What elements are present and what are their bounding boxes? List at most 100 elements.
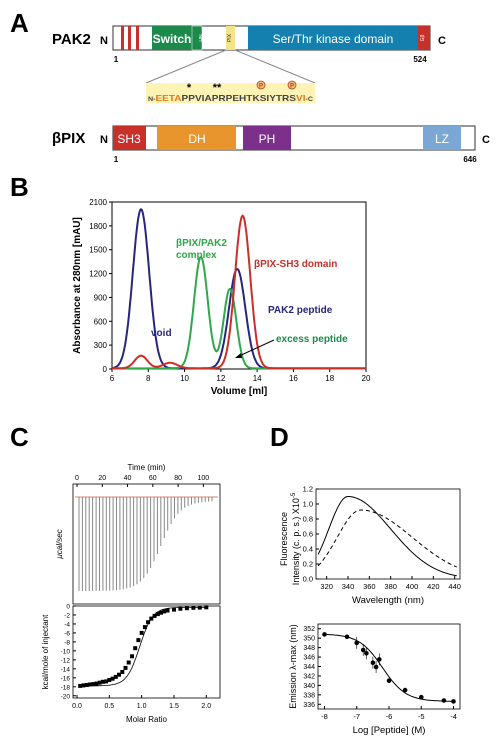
data-point bbox=[78, 683, 83, 688]
data-point bbox=[117, 672, 121, 677]
pak2-gb-label: Gβ bbox=[420, 34, 426, 41]
data-point bbox=[146, 620, 151, 625]
x-tick-label: 1.5 bbox=[169, 703, 179, 710]
y-tick-label: 2100 bbox=[89, 198, 107, 207]
top-tick-label: 60 bbox=[149, 475, 157, 482]
y-tick-label: 1500 bbox=[89, 246, 107, 255]
y-tick-label: 1200 bbox=[89, 270, 107, 279]
y-tick-label: 342 bbox=[303, 673, 315, 680]
excess-arrow-line bbox=[236, 339, 275, 358]
y-tick-label: 0 bbox=[103, 365, 108, 374]
data-point bbox=[155, 612, 160, 617]
y-tick-label: 348 bbox=[303, 645, 315, 652]
y-tick-label: -18 bbox=[61, 684, 71, 691]
phospho-marker-2 bbox=[287, 80, 297, 90]
data-point bbox=[165, 608, 170, 613]
data-point bbox=[451, 699, 456, 704]
data-point bbox=[419, 694, 424, 700]
phospho-marker-1 bbox=[256, 80, 266, 90]
data-point bbox=[184, 606, 189, 611]
x-tick-label: 440 bbox=[448, 582, 461, 591]
data-point bbox=[133, 646, 138, 651]
injection-peaks bbox=[78, 497, 213, 591]
annotation-complex-2: complex bbox=[176, 250, 217, 261]
y-tick-label: -2 bbox=[64, 612, 70, 619]
top-tick-label: 80 bbox=[174, 475, 182, 482]
y-axis-label: Absorbance at 280nm [mAU] bbox=[72, 217, 83, 354]
y-tick-label: -6 bbox=[64, 630, 70, 637]
phospho-label-1: P bbox=[259, 84, 263, 90]
series-line bbox=[112, 214, 366, 370]
y-axis-label: Emission λ-max (nm) bbox=[288, 624, 298, 709]
peptide-n: N- bbox=[148, 97, 155, 103]
x-tick-label: -4 bbox=[450, 712, 457, 721]
pak2-stripe-1 bbox=[121, 26, 124, 50]
x-axis-label: Volume [ml] bbox=[211, 386, 267, 397]
x-tick-label: 320 bbox=[320, 582, 333, 591]
pak2-kinase-domain bbox=[248, 26, 418, 50]
pak2-switch-domain bbox=[152, 26, 192, 50]
peptide-c: -C bbox=[306, 97, 314, 103]
data-point bbox=[159, 610, 163, 615]
bpix-lz-domain bbox=[423, 126, 461, 150]
plot-frame bbox=[317, 623, 461, 710]
pak2-switch-label: Switch bbox=[153, 32, 192, 46]
data-point bbox=[97, 680, 102, 685]
bpix-lz-label: LZ bbox=[435, 132, 449, 146]
data-point bbox=[110, 676, 115, 681]
excess-arrow-head bbox=[235, 353, 242, 358]
y-axis-label: Fluorescence bbox=[279, 512, 289, 566]
top-tick-label: 40 bbox=[124, 475, 132, 482]
panel-label-a: A bbox=[10, 8, 29, 38]
annotation-excess: excess peptide bbox=[276, 334, 348, 345]
top-tick-label: 20 bbox=[98, 475, 106, 482]
data-point bbox=[204, 605, 209, 610]
bpix-ph-label: PH bbox=[259, 132, 276, 146]
y-axis-label-2: Intensity (c. p. s.) X10-5 bbox=[291, 492, 301, 585]
y-tick-label: 1800 bbox=[89, 222, 107, 231]
peptide-box bbox=[146, 83, 315, 103]
y-tick-label: 1.2 bbox=[303, 485, 313, 494]
annotation-peptide: PAK2 peptide bbox=[268, 305, 333, 316]
bpix-end: 646 bbox=[463, 155, 477, 164]
peptide-seg2: PPVIAPRPEHTKSIYTRS bbox=[182, 93, 297, 103]
data-point bbox=[322, 632, 327, 637]
y-tick-label: 0.8 bbox=[303, 515, 313, 524]
peptide-sequence: N-EETA PPVIAPRPEHTKSIYTRS VI-C bbox=[148, 93, 314, 103]
data-point bbox=[104, 679, 109, 684]
data-point bbox=[139, 630, 144, 635]
zoom-line-left bbox=[145, 49, 227, 84]
pak2-name: PAK2 bbox=[52, 31, 91, 48]
zoom-line-right bbox=[234, 49, 316, 84]
data-point bbox=[91, 682, 96, 687]
x-tick-label: 12 bbox=[216, 374, 225, 383]
time-axis-label: Time (min) bbox=[128, 463, 166, 472]
data-point bbox=[87, 682, 92, 687]
pak2-pix-domain bbox=[226, 26, 235, 50]
itc-raw-frame bbox=[72, 483, 221, 605]
data-point bbox=[370, 660, 376, 665]
annotation-void: void bbox=[151, 328, 172, 339]
x-tick-label: 10 bbox=[180, 374, 189, 383]
y-tick-label: 344 bbox=[303, 664, 315, 671]
x-tick-label: 8 bbox=[146, 374, 151, 383]
data-point bbox=[377, 657, 382, 662]
data-point bbox=[126, 660, 131, 665]
itc-heat-frame bbox=[72, 605, 221, 699]
spectrum-line bbox=[317, 509, 458, 568]
y-tick-label: -12 bbox=[61, 657, 71, 664]
pak2-end: 524 bbox=[413, 55, 427, 64]
y-tick-label: 340 bbox=[303, 683, 315, 690]
data-point bbox=[172, 607, 176, 612]
data-point bbox=[136, 638, 141, 643]
fit-line bbox=[324, 633, 454, 702]
data-point bbox=[113, 674, 118, 679]
data-point bbox=[373, 664, 379, 670]
x-axis-label: Wavelength (nm) bbox=[352, 595, 424, 606]
data-point bbox=[386, 678, 392, 683]
data-point bbox=[191, 605, 196, 610]
pak2-start: 1 bbox=[114, 55, 119, 64]
bpix-ph-domain bbox=[243, 126, 291, 150]
panel-label-d: D bbox=[270, 422, 289, 452]
plot-frame bbox=[111, 201, 367, 370]
